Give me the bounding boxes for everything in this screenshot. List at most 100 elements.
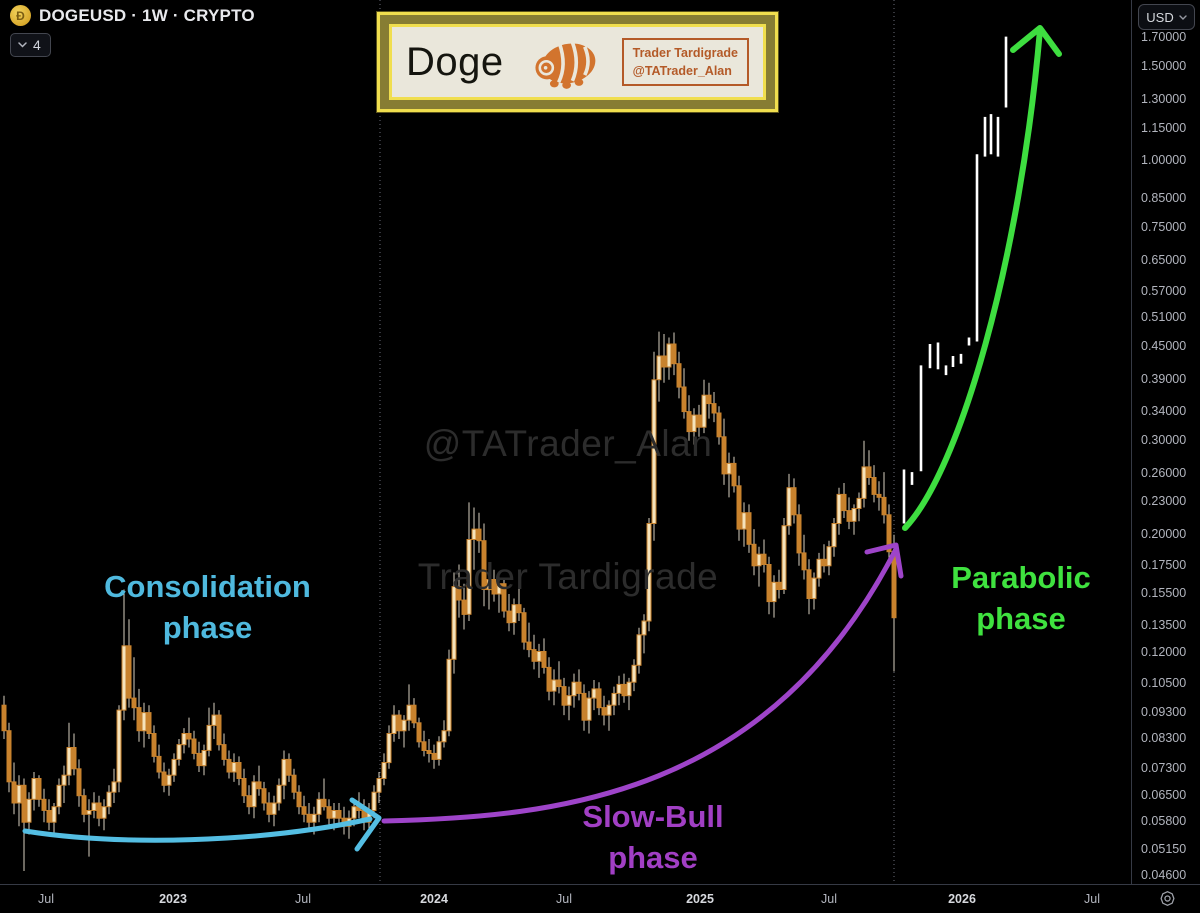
candle xyxy=(171,758,177,776)
candle xyxy=(71,747,77,770)
slow-bull-phase-line2: phase xyxy=(608,839,698,875)
candle xyxy=(481,540,487,591)
candle xyxy=(371,791,377,812)
candle xyxy=(841,493,847,512)
candle xyxy=(46,810,52,823)
parabolic-arrow[interactable] xyxy=(902,25,1062,531)
candle xyxy=(81,795,87,815)
candle xyxy=(181,733,187,746)
candle xyxy=(621,683,627,697)
candle xyxy=(441,730,447,743)
candle xyxy=(141,712,147,732)
candle xyxy=(731,462,737,487)
candle xyxy=(606,704,612,716)
candle xyxy=(551,679,557,692)
candle xyxy=(456,586,462,601)
candle xyxy=(846,510,852,522)
candle xyxy=(326,806,332,819)
candle xyxy=(276,784,282,804)
candle xyxy=(96,802,102,819)
symbol-header[interactable]: Ð DOGEUSD · 1W · CRYPTO xyxy=(10,5,255,26)
consolidation-phase-label[interactable]: Consolidation phase xyxy=(60,567,355,649)
candle xyxy=(241,778,247,797)
price-axis-label: 0.05150 xyxy=(1141,841,1187,856)
candle xyxy=(866,466,872,478)
candle xyxy=(526,641,532,651)
candle xyxy=(771,581,777,603)
symbol-title[interactable]: DOGEUSD · 1W · CRYPTO xyxy=(39,5,255,25)
candle xyxy=(51,806,57,823)
candle xyxy=(261,788,267,804)
candle xyxy=(26,798,32,823)
drawings-count: 4 xyxy=(33,37,41,53)
chart-settings-button[interactable] xyxy=(1157,888,1178,909)
candle xyxy=(431,752,437,760)
candle xyxy=(881,496,887,516)
currency-toggle-button[interactable]: USD xyxy=(1138,4,1195,30)
candle xyxy=(576,681,582,694)
candle xyxy=(746,512,752,545)
candle xyxy=(156,755,162,773)
candle xyxy=(466,539,472,615)
candle xyxy=(591,688,597,699)
candle xyxy=(596,688,602,709)
time-axis[interactable]: Jul 2023 Jul 2024 Jul 2025 Jul 2026 Jul xyxy=(0,885,1200,913)
consolidation-arrow[interactable] xyxy=(22,797,382,852)
doge-banner[interactable]: Doge xyxy=(377,12,778,112)
candle xyxy=(111,781,117,793)
price-axis-label: 0.07300 xyxy=(1141,760,1187,775)
parabolic-phase-line2: phase xyxy=(976,600,1066,636)
candlestick-series xyxy=(1,331,897,871)
slow-bull-arrow[interactable] xyxy=(381,542,904,824)
candle xyxy=(796,514,802,554)
candle xyxy=(656,355,662,381)
candle xyxy=(376,778,382,793)
price-axis-label: 1.70000 xyxy=(1141,30,1187,44)
candle xyxy=(501,583,507,612)
candle xyxy=(146,712,152,734)
banner-title: Doge xyxy=(406,39,504,84)
price-axis-label: 0.57000 xyxy=(1141,283,1187,298)
candle xyxy=(891,551,897,619)
candle xyxy=(776,581,782,590)
candle xyxy=(646,523,652,622)
price-axis-label: 0.04600 xyxy=(1141,868,1187,882)
candle xyxy=(236,762,242,779)
candle xyxy=(66,747,72,776)
candle xyxy=(766,564,772,603)
price-axis-label: 0.20000 xyxy=(1141,526,1187,541)
candle xyxy=(531,649,537,662)
price-axis-label: 1.30000 xyxy=(1141,92,1187,107)
candle xyxy=(291,774,297,793)
candle xyxy=(1,704,7,732)
parabolic-phase-label[interactable]: Parabolic phase xyxy=(915,558,1127,640)
candle xyxy=(446,658,452,732)
price-axis-label: 0.51000 xyxy=(1141,309,1187,324)
candle xyxy=(506,610,512,624)
candle xyxy=(226,758,232,773)
candle xyxy=(826,546,832,567)
candle xyxy=(476,528,482,542)
watermark-handle: @TATrader_Alan xyxy=(423,423,713,464)
candle xyxy=(321,798,327,808)
candle xyxy=(876,493,882,498)
candle xyxy=(586,697,592,721)
price-axis-label: 0.17500 xyxy=(1141,557,1187,572)
candle xyxy=(831,523,837,548)
candle xyxy=(491,579,497,595)
candle xyxy=(351,806,357,819)
drawings-count-button[interactable]: 4 xyxy=(10,33,51,57)
candle xyxy=(186,733,192,740)
consolidation-phase-line1: Consolidation xyxy=(104,569,311,604)
banner-credit-name: Trader Tardigrade xyxy=(632,45,738,60)
time-axis-label: Jul xyxy=(1084,892,1100,906)
slow-bull-phase-label[interactable]: Slow-Bull phase xyxy=(538,797,768,879)
candle xyxy=(286,758,292,776)
price-axis-label: 1.50000 xyxy=(1141,59,1187,74)
candle xyxy=(661,355,667,368)
candle xyxy=(316,798,322,815)
price-axis[interactable]: 1.70000 1.50000 1.30000 1.15000 1.00000 0.850… xyxy=(1132,0,1200,884)
candle xyxy=(251,781,257,808)
